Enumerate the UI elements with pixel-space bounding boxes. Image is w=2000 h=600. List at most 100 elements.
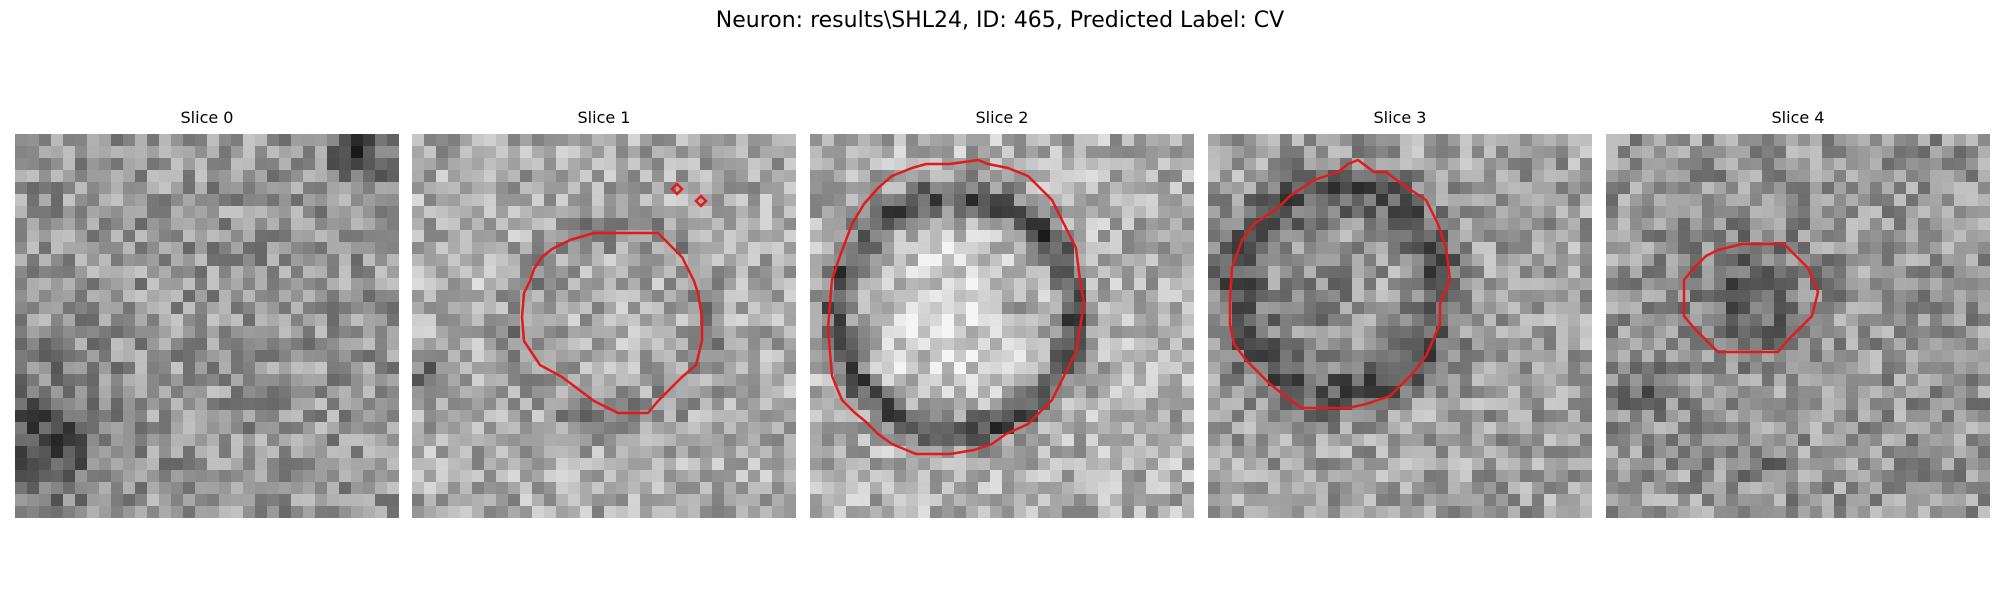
pixel (15, 134, 28, 147)
pixel (1544, 170, 1557, 183)
pixel (1798, 290, 1811, 303)
pixel (1654, 230, 1667, 243)
pixel (1472, 398, 1485, 411)
pixel (1074, 446, 1087, 459)
pixel (724, 266, 737, 279)
pixel (1966, 338, 1979, 351)
pixel (472, 374, 485, 387)
pixel (339, 506, 352, 518)
pixel (159, 506, 172, 518)
pixel (1532, 206, 1545, 219)
pixel (1316, 410, 1329, 423)
pixel (1508, 230, 1521, 243)
pixel (327, 278, 340, 291)
pixel (75, 146, 88, 159)
pixel (1208, 146, 1221, 159)
pixel (351, 494, 364, 507)
pixel (640, 434, 653, 447)
pixel (207, 446, 220, 459)
pixel (195, 182, 208, 195)
pixel (544, 266, 557, 279)
pixel (640, 314, 653, 327)
pixel (1472, 326, 1485, 339)
pixel (1256, 434, 1269, 447)
pixel (1244, 206, 1257, 219)
pixel (27, 314, 40, 327)
pixel (930, 194, 943, 207)
pixel (171, 470, 184, 483)
pixel (448, 362, 461, 375)
pixel (1388, 146, 1401, 159)
pixel (858, 134, 871, 147)
pixel (1666, 254, 1679, 267)
pixel (1702, 362, 1715, 375)
pixel (1340, 386, 1353, 399)
pixel (1822, 362, 1835, 375)
pixel (592, 278, 605, 291)
pixel (1002, 146, 1015, 159)
pixel (279, 290, 292, 303)
pixel (990, 194, 1003, 207)
pixel (688, 134, 701, 147)
pixel (1918, 386, 1931, 399)
pixel (508, 494, 521, 507)
pixel (424, 230, 437, 243)
pixel (484, 290, 497, 303)
pixel (51, 182, 64, 195)
pixel (1762, 338, 1775, 351)
pixel (1436, 494, 1449, 507)
pixel (1182, 182, 1194, 195)
pixel (556, 494, 569, 507)
pixel (1690, 278, 1703, 291)
pixel (1208, 470, 1221, 483)
pixel (556, 398, 569, 411)
pixel (628, 398, 641, 411)
pixel (1460, 194, 1473, 207)
pixel (1966, 398, 1979, 411)
pixel (1762, 434, 1775, 447)
pixel (966, 278, 979, 291)
pixel (736, 206, 749, 219)
pixel (1532, 158, 1545, 171)
pixel (532, 458, 545, 471)
pixel (760, 326, 773, 339)
pixel (279, 254, 292, 267)
pixel (1002, 230, 1015, 243)
pixel (255, 494, 268, 507)
pixel (906, 422, 919, 435)
pixel (195, 314, 208, 327)
pixel (870, 506, 883, 518)
pixel (75, 506, 88, 518)
pixel (267, 434, 280, 447)
pixel (870, 158, 883, 171)
pixel (1460, 506, 1473, 518)
pixel (1654, 434, 1667, 447)
pixel (1906, 278, 1919, 291)
pixel (1702, 218, 1715, 231)
pixel (1268, 266, 1281, 279)
pixel (1666, 386, 1679, 399)
pixel (460, 422, 473, 435)
pixel (387, 254, 399, 267)
pixel (1906, 362, 1919, 375)
pixel (195, 134, 208, 147)
pixel (1906, 206, 1919, 219)
pixel (1074, 134, 1087, 147)
pixel (1304, 362, 1317, 375)
pixel (760, 230, 773, 243)
pixel (1280, 410, 1293, 423)
pixel (858, 434, 871, 447)
pixel (1702, 458, 1715, 471)
pixel (207, 230, 220, 243)
pixel (544, 206, 557, 219)
pixel (1894, 278, 1907, 291)
pixel (1208, 278, 1221, 291)
pixel (1074, 218, 1087, 231)
pixel (870, 374, 883, 387)
pixel (183, 314, 196, 327)
pixel (1364, 350, 1377, 363)
pixel (784, 422, 796, 435)
pixel (436, 434, 449, 447)
pixel (255, 206, 268, 219)
pixel (1412, 470, 1425, 483)
